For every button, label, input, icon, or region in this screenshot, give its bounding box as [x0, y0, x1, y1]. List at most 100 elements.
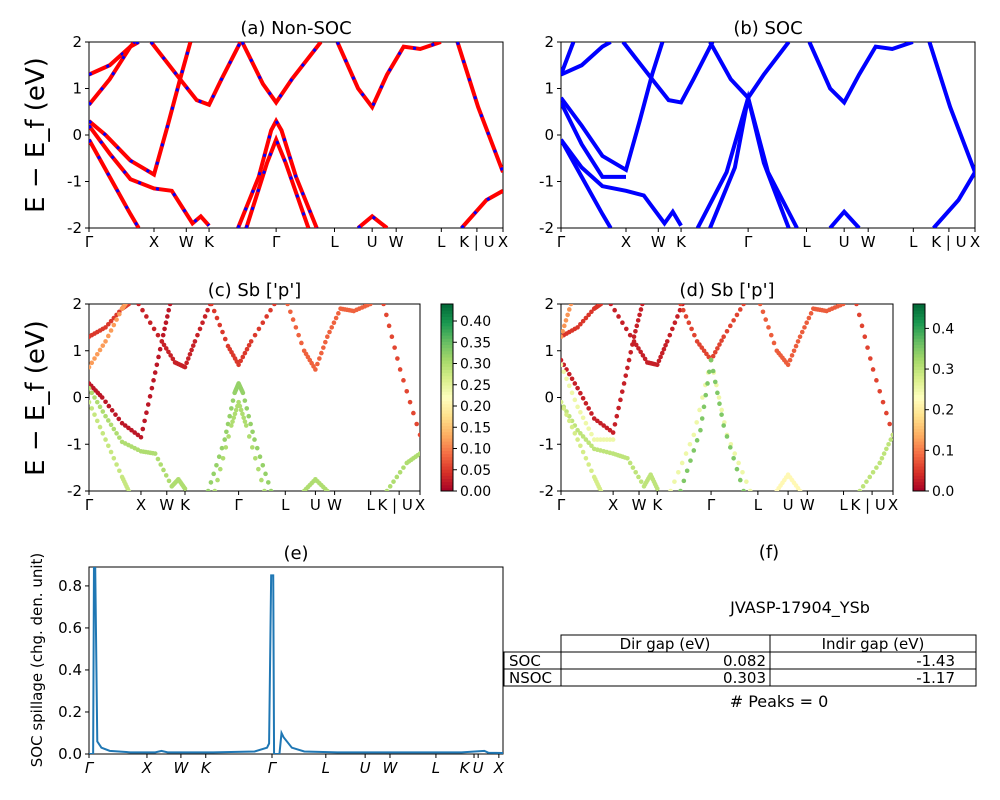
- projection-point: [719, 412, 724, 417]
- projection-point: [386, 323, 392, 329]
- colorbar-segment: [913, 428, 925, 433]
- projection-point: [721, 423, 726, 428]
- colorbar-segment: [441, 378, 453, 383]
- projection-point: [854, 304, 859, 307]
- projection-point: [705, 381, 710, 386]
- band-line-nonsoc: [335, 42, 442, 111]
- x-tick-label: X: [888, 496, 898, 514]
- projection-point: [222, 336, 228, 342]
- colorbar-segment: [441, 447, 453, 451]
- projection-point: [768, 332, 774, 338]
- projection-point: [741, 488, 746, 491]
- projection-point: [205, 488, 211, 491]
- projection-point: [92, 395, 97, 400]
- projection-point: [625, 365, 630, 371]
- projection-point: [321, 345, 326, 350]
- y-tick-label: 0: [544, 126, 554, 144]
- band-line-soc: [708, 97, 791, 228]
- colorbar-segment: [913, 341, 925, 346]
- projection-point: [771, 340, 777, 346]
- x-tick-label: X: [149, 233, 159, 251]
- projection-point: [699, 416, 705, 421]
- projection-point: [226, 434, 231, 439]
- projection-point: [401, 465, 406, 470]
- colorbar-segment: [441, 431, 453, 436]
- band-line-nonsoc: [89, 42, 193, 178]
- band-line-dash: [89, 138, 140, 228]
- projection-point: [190, 343, 196, 348]
- projection-point: [679, 460, 685, 466]
- projection-point: [260, 320, 266, 326]
- projection-point: [789, 353, 795, 358]
- colorbar-segment: [441, 366, 453, 370]
- projection-point: [404, 388, 410, 394]
- colorbar-segment: [441, 484, 453, 489]
- y-tick-label: 1: [72, 342, 82, 360]
- projection-point: [793, 343, 799, 349]
- y-axis-label: E − E_f (eV): [21, 320, 51, 476]
- projection-point: [168, 353, 173, 358]
- band-line-nonsoc: [240, 42, 323, 106]
- colorbar-segment: [441, 450, 453, 455]
- projection-point: [575, 404, 580, 410]
- band-line-dash: [149, 42, 242, 107]
- projection-point: [672, 479, 677, 484]
- colorbar-segment: [441, 469, 453, 473]
- projection-point: [616, 405, 621, 411]
- projection-point: [589, 443, 594, 449]
- projection-point: [248, 421, 253, 427]
- colorbar-segment: [441, 325, 453, 330]
- projection-point: [395, 356, 400, 361]
- projection-point: [116, 416, 122, 422]
- projection-point: [870, 367, 876, 372]
- projection-point: [92, 412, 97, 417]
- projection-point: [569, 376, 575, 382]
- x-tick-label: U: [310, 496, 321, 514]
- projection-point: [721, 334, 726, 340]
- projection-point: [623, 326, 629, 332]
- projection-point: [117, 468, 122, 474]
- projection-point: [243, 423, 249, 428]
- projection-point: [621, 381, 627, 386]
- projection-point: [155, 456, 161, 462]
- y-tick-label: -1: [67, 173, 82, 191]
- projection-point: [678, 488, 683, 491]
- projection-point: [578, 443, 583, 449]
- colorbar-segment: [441, 478, 453, 483]
- x-tick-label: K | U: [377, 496, 412, 514]
- projection-point: [710, 353, 716, 359]
- projection-point: [254, 445, 260, 451]
- projection-point: [166, 478, 172, 484]
- colorbar-segment: [441, 369, 453, 374]
- x-tick-label: K | U: [459, 233, 494, 251]
- colorbar-segment: [441, 341, 453, 346]
- x-tick-label: X: [493, 759, 505, 777]
- projection-point: [724, 434, 730, 439]
- projection-point: [586, 406, 591, 411]
- projection-point: [881, 451, 887, 456]
- colorbar-segment: [913, 434, 925, 439]
- projection-point: [688, 458, 693, 463]
- projection-point: [257, 454, 263, 460]
- colorbar-segment: [913, 403, 925, 408]
- projection-point: [785, 362, 791, 368]
- y-tick-label: -2: [539, 482, 554, 500]
- projection-point: [598, 488, 604, 491]
- projection-point: [578, 390, 583, 396]
- colorbar-segment: [441, 338, 453, 342]
- projection-point: [323, 339, 328, 345]
- projection-point: [567, 371, 572, 377]
- colorbar-tick-label: 0.4: [932, 321, 954, 337]
- colorbar-segment: [913, 332, 925, 336]
- colorbar-segment: [441, 422, 453, 427]
- colorbar: [912, 303, 926, 492]
- projection-point: [407, 399, 413, 405]
- projection-point: [129, 427, 134, 433]
- projection-point: [144, 314, 149, 319]
- x-tick-label: Γ: [234, 496, 243, 514]
- projection-point: [701, 404, 707, 410]
- projection-point: [152, 370, 158, 375]
- projection-point: [630, 465, 636, 470]
- projection-point: [417, 451, 420, 456]
- projection-point: [575, 325, 580, 330]
